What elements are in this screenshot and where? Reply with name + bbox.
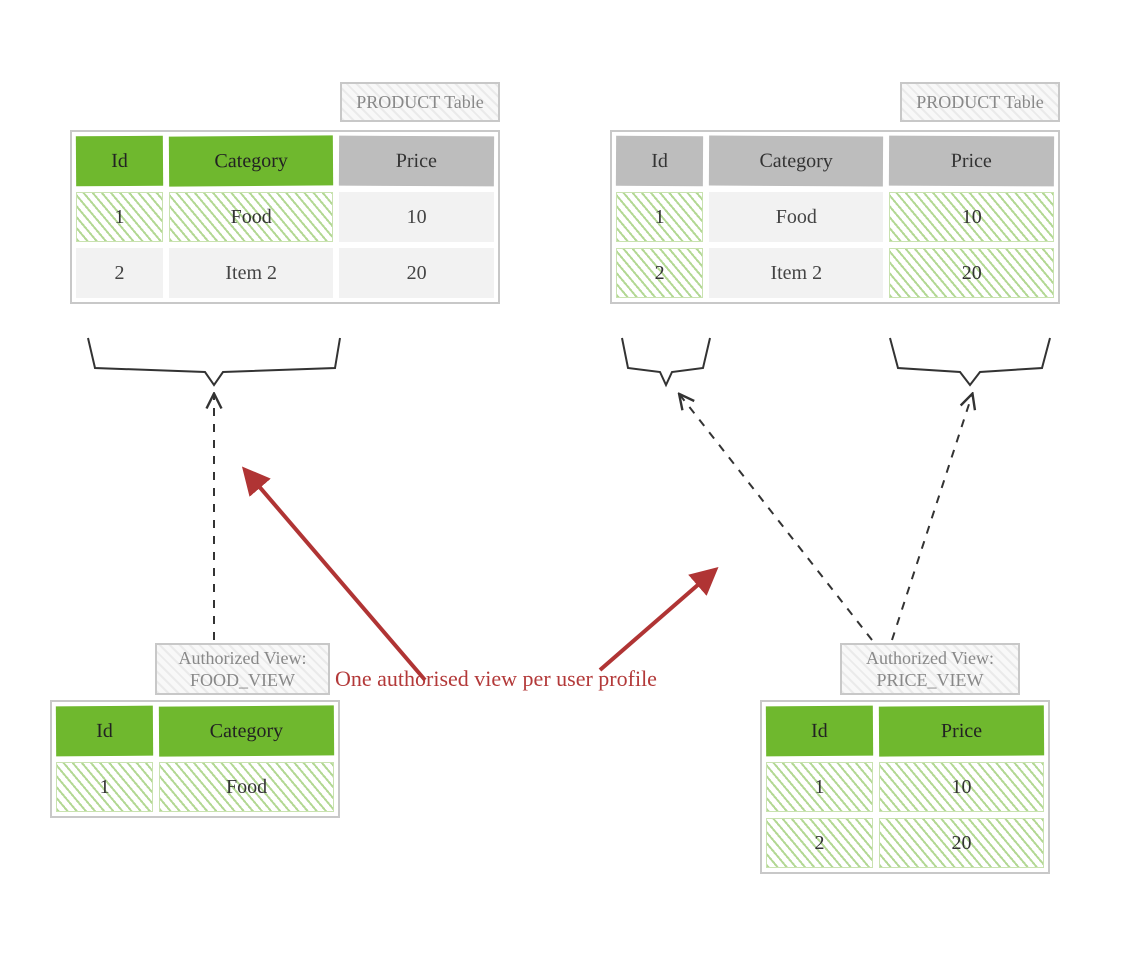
cell: 2 [766, 818, 873, 868]
cell: 1 [616, 192, 703, 242]
food-view-table: Id Category 1 Food [50, 700, 340, 818]
bracket-icon [88, 338, 340, 385]
left-table-title: PRODUCT Table [356, 91, 484, 114]
table-row: 1 Food 10 [76, 192, 494, 242]
table-row: 1 Food 10 [616, 192, 1054, 242]
table-row: 2 Item 2 20 [76, 248, 494, 298]
annotation-text: One authorised view per user profile [335, 666, 765, 692]
table-header-row: Id Price [766, 706, 1044, 756]
right-table-title: PRODUCT Table [916, 91, 1044, 114]
food-view-title: Authorized View: FOOD_VIEW [178, 647, 306, 692]
table-header-row: Id Category Price [616, 136, 1054, 186]
food-view-title-label: Authorized View: FOOD_VIEW [155, 643, 330, 695]
price-view-table: Id Price 1 10 2 20 [760, 700, 1050, 874]
cell: 10 [889, 192, 1054, 242]
right-product-table: Id Category Price 1 Food 10 2 Item 2 20 [610, 130, 1060, 304]
table-row: 1 10 [766, 762, 1044, 812]
bracket-icon [890, 338, 1050, 385]
col-price: Price [339, 136, 494, 187]
cell: Food [159, 762, 334, 812]
cell: 20 [339, 248, 494, 298]
red-arrow-icon [600, 570, 715, 670]
cell: Food [709, 192, 883, 242]
cell: Item 2 [169, 248, 333, 298]
col-category: Category [169, 135, 334, 186]
cell: Food [169, 192, 333, 242]
col-id: Id [76, 136, 163, 187]
table-row: 1 Food [56, 762, 334, 812]
dashed-arrow-icon [680, 395, 872, 640]
table-header-row: Id Category [56, 706, 334, 756]
cell: 1 [766, 762, 873, 812]
left-table-title-label: PRODUCT Table [340, 82, 500, 122]
cell: 1 [56, 762, 153, 812]
table-header-row: Id Category Price [76, 136, 494, 186]
dashed-arrow-icon [892, 395, 972, 640]
price-view-title-label: Authorized View: PRICE_VIEW [840, 643, 1020, 695]
col-category: Category [709, 136, 884, 187]
right-table-title-label: PRODUCT Table [900, 82, 1060, 122]
cell: 20 [879, 818, 1044, 868]
cell: 2 [616, 248, 703, 298]
col-id: Id [766, 706, 873, 757]
col-price: Price [879, 705, 1044, 756]
cell: 10 [879, 762, 1044, 812]
annotation-text-content: One authorised view per user profile [335, 666, 657, 691]
col-id: Id [56, 706, 154, 757]
price-view-title: Authorized View: PRICE_VIEW [866, 647, 994, 692]
cell: 1 [76, 192, 163, 242]
cell: 10 [339, 192, 494, 242]
col-id: Id [616, 136, 703, 186]
cell: Item 2 [709, 248, 883, 298]
table-row: 2 20 [766, 818, 1044, 868]
left-product-table: Id Category Price 1 Food 10 2 Item 2 20 [70, 130, 500, 304]
col-price: Price [889, 136, 1054, 187]
cell: 20 [889, 248, 1054, 298]
col-category: Category [159, 705, 334, 756]
table-row: 2 Item 2 20 [616, 248, 1054, 298]
cell: 2 [76, 248, 163, 298]
bracket-icon [622, 338, 710, 385]
